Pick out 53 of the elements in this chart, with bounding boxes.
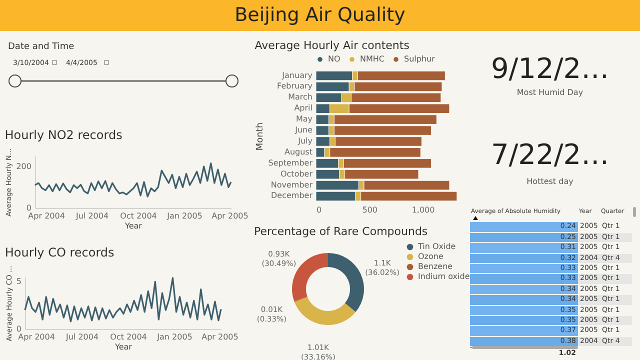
x-tick-label: Apr 2005: [202, 332, 238, 342]
y-tick-label: December: [271, 191, 314, 200]
y-tick-label: March: [288, 92, 312, 102]
chart-title: Percentage of Rare Compounds: [254, 225, 428, 238]
x-tick-label: 500: [362, 206, 378, 214]
y-tick-label: November: [270, 180, 314, 190]
text: Most Humid Day: [516, 88, 584, 97]
legend-label: Sulphur: [404, 54, 436, 64]
chart-title: Hourly NO2 records: [4, 128, 122, 142]
line-series: [24, 277, 222, 322]
x-axis-title: Year: [124, 222, 143, 230]
x-tick-label: Jan 2005: [166, 212, 202, 220]
x-tick-label: Jul 2004: [75, 212, 109, 220]
text: Date and Time: [8, 42, 74, 52]
y-tick-label: January: [281, 70, 313, 80]
y-tick-label: February: [277, 82, 313, 91]
legend-label: Indium oxide: [418, 272, 470, 281]
y-tick-label: July: [297, 136, 313, 146]
x-axis-title: Year: [114, 342, 133, 352]
x-tick-label: Jul 2004: [65, 332, 99, 342]
x-tick-label: Oct 2004: [120, 212, 157, 220]
line-series: [34, 162, 232, 198]
donut-slice: [294, 296, 308, 302]
y-tick-label: September: [268, 158, 314, 168]
chart-title: Average Hourly Air contents: [254, 39, 410, 52]
legend-label: Tin Oxide: [417, 242, 456, 251]
x-tick-label: Apr 2005: [212, 212, 248, 220]
y-tick-label: June: [294, 126, 313, 135]
y-tick-label: October: [280, 169, 314, 178]
y-tick-label: August: [284, 147, 312, 156]
y-tick-label: April: [294, 104, 312, 113]
legend-label: NMHC: [360, 54, 385, 64]
chart-title: Hourly CO records: [4, 245, 114, 260]
x-tick-label: Apr 2004: [18, 332, 55, 342]
x-tick-label: Oct 2004: [110, 332, 147, 342]
x-tick-label: 1,000: [412, 206, 435, 214]
y-tick-label: 200: [16, 162, 32, 171]
y-axis-title: Month: [255, 122, 266, 151]
donut-slice: [328, 253, 364, 312]
text: 9/12/2…: [490, 52, 610, 85]
x-tick-label: Apr 2004: [28, 212, 65, 220]
x-tick-label: 0: [316, 206, 322, 214]
text: Beijing Air Quality: [0, 0, 640, 31]
donut-slice: [294, 296, 356, 325]
legend-label: Benzene: [418, 262, 453, 271]
legend-label: Ozone: [418, 252, 444, 261]
y-tick-label: May: [296, 114, 313, 124]
y-tick-label: 5: [16, 277, 22, 286]
y-tick-label: 0: [16, 324, 22, 334]
x-tick-label: Jan 2005: [156, 332, 192, 342]
text: 7/22/2…: [490, 138, 610, 171]
legend-label: NO: [328, 54, 340, 64]
text: Hottest day: [526, 177, 574, 186]
